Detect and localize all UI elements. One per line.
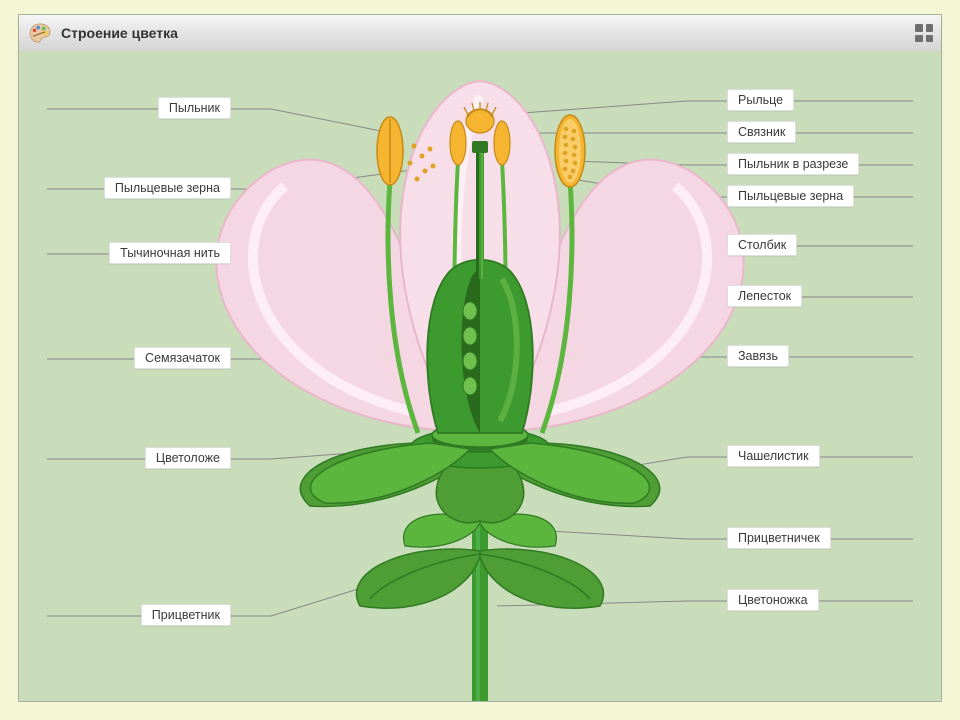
- label-receptacle: Цветоложе: [145, 447, 231, 469]
- label-sepal: Чашелистик: [727, 445, 820, 467]
- title-bar: Строение цветка: [19, 15, 941, 52]
- label-connective: Связник: [727, 121, 796, 143]
- label-pollen_grains_l: Пыльцевые зерна: [104, 177, 231, 199]
- palette-icon: [29, 23, 51, 43]
- diagram-stage: Пыльник Пыльцевые зерна Тычиночная нить Сем…: [19, 51, 941, 701]
- label-filament: Тычиночная нить: [109, 242, 231, 264]
- label-bracteole: Прицветничек: [727, 527, 831, 549]
- label-anther_section: Пыльник в разрезе: [727, 153, 859, 175]
- label-anther: Пыльник: [158, 97, 231, 119]
- label-bract: Прицветник: [141, 604, 231, 626]
- label-style: Столбик: [727, 234, 797, 256]
- leader-bracteole: [514, 529, 913, 539]
- label-petal: Лепесток: [727, 285, 802, 307]
- leader-stigma: [495, 101, 913, 115]
- diagram-title: Строение цветка: [61, 25, 178, 41]
- label-pedicel: Цветоножка: [727, 589, 819, 611]
- label-ovary: Завязь: [727, 345, 789, 367]
- fullscreen-icon[interactable]: [915, 24, 933, 42]
- label-ovule: Семязачаток: [134, 347, 231, 369]
- label-stigma: Рыльце: [727, 89, 794, 111]
- label-pollen_grains_r: Пыльцевые зерна: [727, 185, 854, 207]
